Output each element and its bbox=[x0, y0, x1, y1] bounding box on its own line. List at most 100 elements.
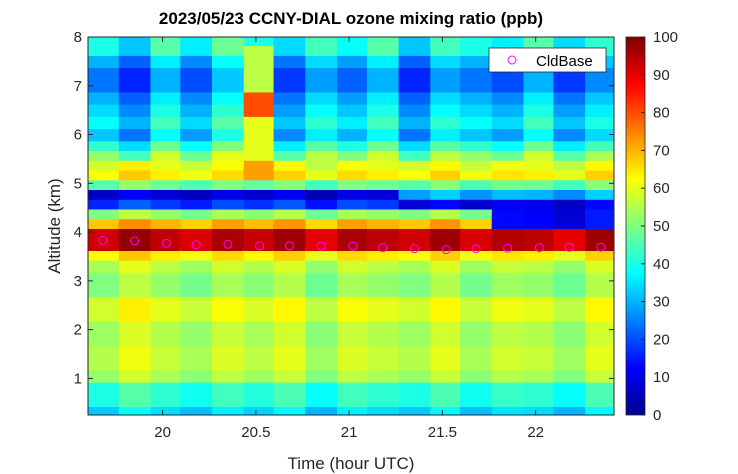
heatmap-cell bbox=[180, 272, 213, 286]
y-tick-label: 8 bbox=[74, 29, 82, 46]
heatmap-cell bbox=[337, 406, 370, 415]
heatmap-cell bbox=[430, 247, 463, 261]
heatmap-cell bbox=[243, 116, 276, 130]
heatmap-cell bbox=[523, 333, 556, 347]
heatmap-cell bbox=[491, 333, 525, 347]
heatmap-cell bbox=[398, 138, 431, 151]
heatmap-cell bbox=[430, 206, 463, 220]
heatmap-cell bbox=[553, 357, 586, 371]
heatmap-cell bbox=[180, 67, 213, 81]
heatmap-cell bbox=[366, 196, 400, 210]
heatmap-cell bbox=[88, 157, 120, 171]
heatmap-cell bbox=[212, 308, 245, 322]
heatmap-cell bbox=[212, 196, 245, 210]
colorbar-tick-label: 20 bbox=[653, 331, 670, 348]
heatmap-cell bbox=[180, 369, 213, 383]
cloud-base-marker bbox=[316, 241, 326, 251]
heatmap-cell bbox=[585, 177, 614, 190]
heatmap-cell bbox=[585, 406, 614, 415]
y-axis-ticks: 1 2 3 4 5 6 7 8 bbox=[74, 29, 614, 387]
heatmap-cell bbox=[337, 148, 370, 161]
heatmap-cell bbox=[337, 43, 370, 56]
heatmap-cell bbox=[553, 394, 586, 408]
heatmap-cell bbox=[337, 247, 370, 261]
heatmap-cell bbox=[88, 79, 120, 93]
heatmap-cell bbox=[180, 216, 213, 229]
heatmap-cell bbox=[88, 296, 120, 310]
colorbar-tick-label: 40 bbox=[653, 256, 670, 273]
heatmap-cell bbox=[523, 128, 556, 142]
heatmap-cell bbox=[212, 128, 245, 142]
heatmap-cell bbox=[523, 345, 556, 359]
heatmap-cell bbox=[150, 187, 183, 200]
colorbar-ticks: 0 10 20 30 40 50 60 70 80 90 100 bbox=[641, 29, 678, 424]
heatmap-cell bbox=[118, 138, 152, 151]
heatmap-cell bbox=[491, 177, 525, 190]
heatmap-cell bbox=[430, 55, 463, 69]
heatmap-cell bbox=[337, 296, 370, 310]
heatmap-cell bbox=[398, 148, 431, 161]
cloud-base-marker bbox=[284, 241, 294, 251]
heatmap-cell bbox=[523, 382, 556, 395]
heatmap-cell bbox=[243, 284, 276, 298]
colorbar-tick-label: 100 bbox=[653, 29, 678, 46]
heatmap-cell bbox=[366, 91, 400, 105]
heatmap-cell bbox=[305, 369, 338, 383]
heatmap-cell bbox=[460, 206, 493, 220]
heatmap-cell bbox=[491, 357, 525, 371]
heatmap-cell bbox=[553, 345, 586, 359]
heatmap-cell bbox=[430, 128, 463, 142]
heatmap-cell bbox=[398, 157, 431, 171]
heatmap-cell bbox=[212, 296, 245, 310]
heatmap-cell bbox=[337, 284, 370, 298]
heatmap-cell bbox=[398, 260, 431, 273]
heatmap-cell bbox=[337, 55, 370, 69]
heatmap-cell bbox=[366, 296, 400, 310]
heatmap-cell bbox=[118, 67, 152, 81]
heatmap-cell bbox=[523, 167, 556, 181]
heatmap-cell bbox=[243, 216, 276, 229]
heatmap-cell bbox=[460, 247, 493, 261]
heatmap-cell bbox=[460, 272, 493, 286]
heatmap-cell bbox=[180, 296, 213, 310]
heatmap-cell bbox=[398, 43, 431, 56]
heatmap-cell bbox=[337, 37, 370, 47]
heatmap-cell bbox=[366, 272, 400, 286]
heatmap-cell bbox=[88, 216, 120, 229]
heatmap-cell bbox=[150, 37, 183, 47]
heatmap-cell bbox=[337, 91, 370, 105]
heatmap-cell bbox=[523, 104, 556, 117]
cloud-base-marker bbox=[596, 242, 606, 252]
heatmap-cell bbox=[398, 406, 431, 415]
heatmap-cell bbox=[243, 369, 276, 383]
heatmap-cell bbox=[243, 79, 276, 93]
cloud-base-markers bbox=[98, 235, 606, 255]
heatmap-cell bbox=[553, 196, 586, 210]
heatmap-cell bbox=[243, 148, 276, 161]
heatmap-cell bbox=[88, 148, 120, 161]
heatmap-cell bbox=[305, 216, 338, 229]
heatmap-cell bbox=[553, 138, 586, 151]
heatmap-cell bbox=[491, 394, 525, 408]
heatmap-cell bbox=[430, 116, 463, 130]
heatmap-cell bbox=[305, 167, 338, 181]
colorbar-tick-label: 50 bbox=[653, 218, 670, 235]
cloud-base-marker bbox=[441, 245, 451, 255]
heatmap-cell bbox=[460, 216, 493, 229]
heatmap-cell bbox=[88, 247, 120, 261]
heatmap-cell bbox=[337, 128, 370, 142]
heatmap-cell bbox=[118, 369, 152, 383]
heatmap-cell bbox=[212, 321, 245, 334]
heatmap-cell bbox=[180, 260, 213, 273]
heatmap-cell bbox=[585, 260, 614, 273]
heatmap-cell bbox=[118, 116, 152, 130]
heatmap-cell bbox=[366, 369, 400, 383]
heatmap-cell bbox=[460, 43, 493, 56]
heatmap-cell bbox=[118, 148, 152, 161]
heatmap-cell bbox=[337, 104, 370, 117]
heatmap-cell bbox=[88, 187, 120, 200]
colorbar-tick-label: 10 bbox=[653, 369, 670, 386]
heatmap-cell bbox=[305, 157, 338, 171]
heatmap-cell bbox=[366, 308, 400, 322]
heatmap-cell bbox=[243, 177, 276, 190]
